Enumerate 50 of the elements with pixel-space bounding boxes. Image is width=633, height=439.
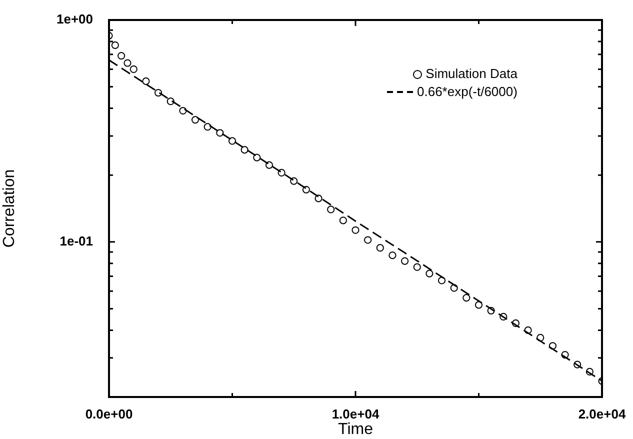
point xyxy=(413,263,421,271)
point xyxy=(586,368,594,376)
point xyxy=(524,326,532,334)
point xyxy=(364,236,372,244)
x-tick-label: 1.0e+04 xyxy=(332,406,380,422)
point xyxy=(240,146,248,154)
point xyxy=(179,106,187,115)
point xyxy=(500,312,508,321)
point xyxy=(302,186,310,194)
legend-label: Simulation Data xyxy=(426,65,518,83)
point xyxy=(352,226,360,234)
point xyxy=(204,123,212,131)
point xyxy=(191,116,200,124)
y-tick-label: 1e-01 xyxy=(60,233,93,248)
y-axis-title: Correlation xyxy=(1,169,18,248)
point xyxy=(253,154,261,162)
point xyxy=(166,98,174,106)
point xyxy=(512,319,520,328)
x-tick-label: 2.0e+04 xyxy=(578,406,626,422)
x-tick-label: 0.0e+00 xyxy=(85,406,133,422)
point xyxy=(401,257,409,265)
point xyxy=(388,252,396,260)
point xyxy=(142,77,150,85)
point xyxy=(474,301,483,309)
point xyxy=(290,177,298,185)
point xyxy=(536,334,544,342)
point xyxy=(216,129,224,137)
point xyxy=(111,41,119,49)
point xyxy=(130,65,138,74)
point xyxy=(154,88,162,97)
point xyxy=(487,306,495,314)
point xyxy=(118,52,126,60)
point xyxy=(376,244,384,252)
point xyxy=(462,294,470,302)
x-axis-title: Time xyxy=(338,420,374,438)
point xyxy=(228,137,236,145)
point xyxy=(450,284,458,292)
point xyxy=(339,216,347,224)
point xyxy=(561,350,569,359)
point xyxy=(426,270,434,278)
point xyxy=(314,194,322,202)
y-tick-label: 1e+00 xyxy=(56,12,93,27)
point xyxy=(327,206,335,214)
point xyxy=(548,342,556,350)
legend-label: 0.66*exp(-t/6000) xyxy=(417,83,518,101)
point xyxy=(124,59,132,67)
point xyxy=(574,360,582,368)
point xyxy=(265,161,274,169)
point xyxy=(278,168,286,177)
point xyxy=(438,276,446,284)
